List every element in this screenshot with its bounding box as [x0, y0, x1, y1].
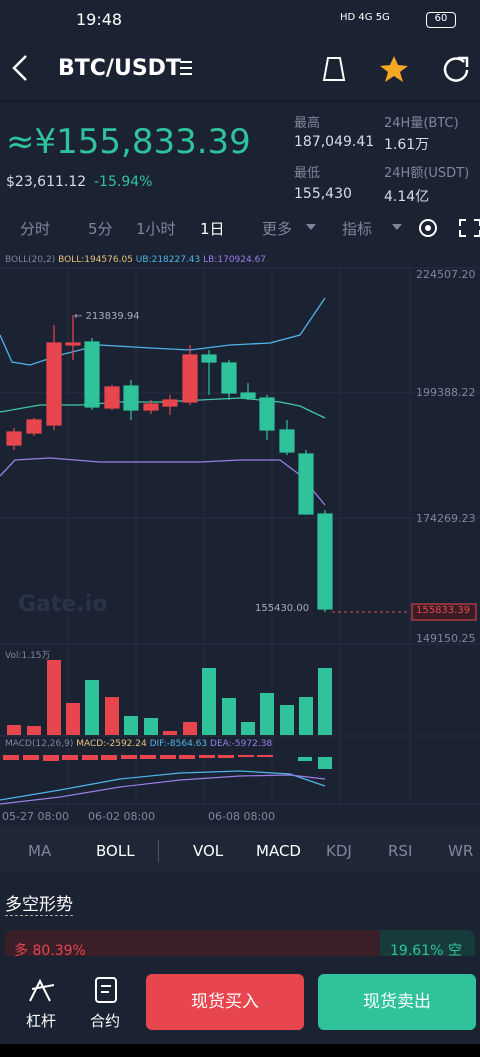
- dea-value: DEA:-5972.38: [210, 739, 273, 749]
- price-main: ≈¥155,833.39: [6, 122, 251, 162]
- pair-title: BTC/USDT: [58, 56, 181, 81]
- nav-bar: [0, 1044, 480, 1057]
- interval-tab[interactable]: 分时: [20, 220, 51, 238]
- bottom-icons: [29, 977, 117, 1003]
- indicator-tab[interactable]: KDJ: [326, 842, 352, 860]
- network: HD 4G 5G: [340, 12, 390, 23]
- back[interactable]: [12, 55, 27, 81]
- high-value: 213839.94: [85, 311, 140, 322]
- tab-icons: [306, 219, 480, 237]
- stat-value: 155,430: [294, 186, 352, 202]
- more-tab[interactable]: 更多: [262, 220, 293, 238]
- date-label: 06-08 08:00: [208, 810, 276, 823]
- interval-tab[interactable]: 5分: [88, 220, 113, 238]
- header-icons: [12, 55, 469, 82]
- stat-label: 最低: [294, 166, 321, 181]
- macd-legend: MACD(12,26,9) MACD:-2592.24 DIF:-8564.63…: [5, 739, 272, 749]
- stat-value: 4.14亿: [384, 189, 430, 205]
- price-axis-label: 224507.20: [416, 268, 476, 281]
- price-axis-label: 199388.22: [416, 386, 476, 399]
- time: 19:48: [76, 10, 123, 29]
- indicator-tab[interactable]: BOLL: [96, 842, 135, 860]
- indicator-tab[interactable]: MACD: [256, 842, 301, 860]
- sell-button[interactable]: 现货卖出: [318, 974, 476, 1030]
- divider: [0, 100, 480, 102]
- stat-value: 187,049.41: [294, 134, 375, 150]
- stat-label: 最高: [294, 116, 321, 131]
- stat-label: 24H量(BTC): [384, 116, 459, 131]
- sentiment-title: 多空形势: [5, 890, 73, 916]
- short-ratio: 19.61% 空: [390, 943, 462, 959]
- stat-label: 24H额(USDT): [384, 166, 470, 181]
- vol-legend: Vol:1.15万: [5, 651, 51, 661]
- boll-label: BOLL(20,2): [5, 255, 56, 265]
- interval-tab-active[interactable]: 1日: [200, 220, 225, 238]
- date-label: 06-02 08:00: [88, 810, 156, 823]
- indicator-tab[interactable]: 指标: [342, 220, 373, 238]
- kline-chart: [0, 266, 480, 805]
- boll-lb: LB:170924.67: [203, 255, 267, 265]
- separator: [158, 840, 159, 862]
- price-axis-label: 174269.23: [416, 512, 476, 525]
- indicator-tab[interactable]: VOL: [193, 842, 224, 860]
- battery: 60: [426, 12, 456, 28]
- price-usd: $23,611.12: [6, 174, 87, 190]
- indicator-tab[interactable]: WR: [448, 842, 474, 860]
- alert[interactable]: [322, 57, 346, 81]
- menu[interactable]: [180, 61, 192, 75]
- price-change: -15.94%: [94, 174, 153, 190]
- indicator-tab[interactable]: MA: [28, 842, 52, 860]
- indicator-bar: [0, 826, 480, 872]
- interval-tab[interactable]: 1小时: [136, 220, 176, 238]
- boll-mid: BOLL:194576.05: [58, 255, 133, 265]
- leverage-button[interactable]: 杠杆: [26, 1012, 57, 1030]
- last-price-tag: 155833.39: [416, 605, 471, 616]
- boll-ub: UB:218227.43: [135, 255, 201, 265]
- low-annotation: 155430.00: [255, 603, 310, 614]
- long-ratio: 多 80.39%: [14, 943, 86, 959]
- contract-button[interactable]: 合约: [90, 1012, 121, 1030]
- indicator-tab[interactable]: RSI: [388, 842, 413, 860]
- high-annotation: ← 213839.94: [74, 311, 140, 322]
- macd-label: MACD(12,26,9): [5, 739, 74, 749]
- dif-value: DIF:-8564.63: [149, 739, 208, 749]
- macd-value: MACD:-2592.24: [76, 739, 147, 749]
- boll-legend: BOLL(20,2) BOLL:194576.05 UB:218227.43 L…: [5, 255, 266, 265]
- watermark: Gate.io: [18, 592, 108, 617]
- favorite[interactable]: [380, 56, 408, 82]
- date-label: 05-27 08:00: [2, 810, 70, 823]
- share[interactable]: [443, 56, 469, 82]
- buy-button[interactable]: 现货买入: [146, 974, 304, 1030]
- stat-value: 1.61万: [384, 137, 430, 153]
- price-axis-label: 149150.25: [416, 632, 476, 645]
